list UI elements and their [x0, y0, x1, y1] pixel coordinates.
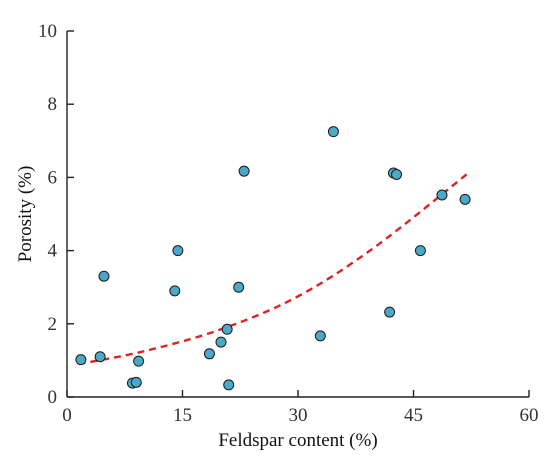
- x-ticks: 0 15 30 45 60: [62, 390, 539, 426]
- y-tick-label: 2: [48, 314, 58, 335]
- data-point: [414, 245, 426, 257]
- x-axis-title: Feldspar content (%): [218, 430, 377, 451]
- data-point: [233, 281, 245, 293]
- x-tick-label: 60: [520, 405, 539, 426]
- data-point: [203, 348, 215, 360]
- y-tick-label: 8: [48, 94, 58, 115]
- data-point: [75, 354, 87, 366]
- data-point: [215, 336, 227, 348]
- y-tick-label: 6: [48, 167, 58, 188]
- data-points: [75, 126, 471, 391]
- x-tick-label: 30: [289, 405, 308, 426]
- y-axis-title: Porosity (%): [15, 166, 36, 263]
- data-point: [314, 330, 326, 342]
- data-point: [436, 189, 448, 201]
- y-tick-label: 4: [48, 241, 58, 262]
- y-ticks: 0 2 4 6 8 10: [38, 21, 74, 408]
- data-point: [133, 355, 145, 367]
- data-point: [459, 193, 471, 205]
- data-point: [172, 245, 184, 257]
- data-point: [223, 379, 235, 391]
- y-tick-label: 10: [38, 21, 57, 42]
- data-point: [98, 270, 110, 282]
- x-tick-label: 45: [404, 405, 423, 426]
- data-point: [169, 285, 181, 297]
- data-point: [221, 323, 233, 335]
- y-tick-label: 0: [48, 387, 58, 408]
- data-point: [391, 168, 403, 180]
- x-tick-label: 0: [62, 405, 72, 426]
- trend-line: [78, 172, 469, 366]
- data-point: [327, 126, 339, 138]
- data-point: [130, 376, 142, 388]
- x-tick-label: 15: [173, 405, 192, 426]
- axes: [66, 31, 529, 398]
- data-point: [238, 165, 250, 177]
- data-point: [94, 351, 106, 363]
- data-point: [384, 306, 396, 318]
